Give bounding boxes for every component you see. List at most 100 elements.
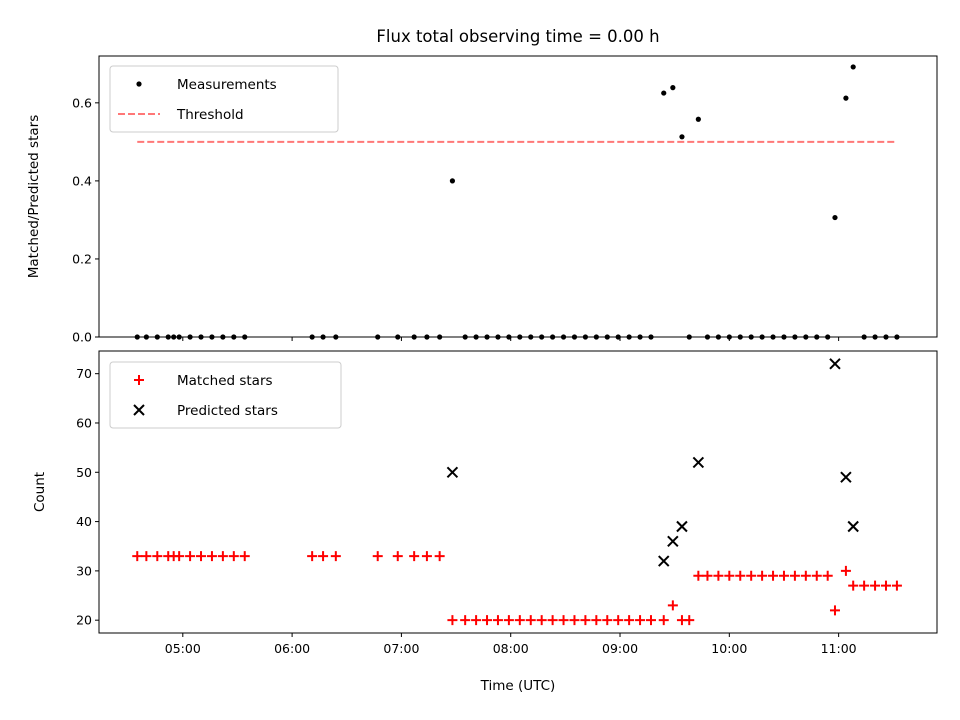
series-matched-stars bbox=[132, 551, 902, 626]
data-point bbox=[447, 615, 458, 626]
y-tick-label: 30 bbox=[76, 563, 92, 578]
legend-label: Measurements bbox=[177, 77, 277, 93]
data-point bbox=[539, 334, 545, 340]
data-point bbox=[506, 334, 512, 340]
data-point bbox=[859, 580, 870, 591]
data-point bbox=[136, 81, 142, 87]
y-tick-label: 0.6 bbox=[72, 95, 92, 110]
data-point bbox=[843, 95, 849, 101]
data-point bbox=[670, 85, 676, 91]
data-point bbox=[134, 375, 144, 385]
legend-box bbox=[109, 361, 342, 429]
data-point bbox=[695, 116, 701, 122]
data-point bbox=[883, 334, 889, 340]
data-point bbox=[484, 334, 490, 340]
data-point bbox=[591, 615, 602, 626]
data-point bbox=[637, 334, 643, 340]
x-tick-label: 06:00 bbox=[274, 641, 310, 656]
data-point bbox=[132, 551, 143, 562]
data-point bbox=[217, 551, 228, 562]
data-point bbox=[558, 615, 569, 626]
data-point bbox=[536, 615, 547, 626]
data-point bbox=[792, 334, 798, 340]
x-tick-label: 07:00 bbox=[383, 641, 419, 656]
data-point bbox=[667, 535, 679, 548]
legend-label: Matched stars bbox=[177, 373, 273, 389]
data-point bbox=[686, 334, 692, 340]
data-point bbox=[825, 334, 831, 340]
data-point bbox=[550, 334, 556, 340]
data-point bbox=[847, 520, 859, 533]
data-point bbox=[434, 551, 445, 562]
series-predicted-stars bbox=[446, 358, 859, 567]
data-point bbox=[693, 570, 704, 581]
data-point bbox=[220, 334, 226, 340]
data-point bbox=[460, 615, 471, 626]
data-point bbox=[239, 551, 250, 562]
data-point bbox=[525, 615, 536, 626]
data-point bbox=[471, 615, 482, 626]
data-point bbox=[141, 551, 152, 562]
data-point bbox=[604, 334, 610, 340]
data-point bbox=[829, 358, 841, 370]
data-point bbox=[165, 334, 171, 340]
data-point bbox=[781, 334, 787, 340]
data-point bbox=[840, 471, 852, 483]
data-point bbox=[318, 551, 329, 562]
legend-label: Threshold bbox=[176, 107, 244, 123]
data-point bbox=[176, 334, 182, 340]
data-point bbox=[748, 334, 754, 340]
data-point bbox=[424, 334, 430, 340]
y-tick-label: 0.2 bbox=[72, 251, 92, 266]
data-point bbox=[571, 334, 578, 340]
data-point bbox=[375, 334, 381, 340]
data-point bbox=[679, 134, 685, 140]
data-point bbox=[648, 334, 654, 340]
x-tick-label: 09:00 bbox=[602, 641, 638, 656]
y-tick-label: 0.4 bbox=[72, 173, 92, 188]
y-tick-label: 0.0 bbox=[72, 330, 92, 345]
y-tick-label: 60 bbox=[76, 415, 92, 430]
data-point bbox=[702, 570, 713, 581]
data-point bbox=[829, 605, 840, 616]
data-point bbox=[492, 615, 503, 626]
data-point bbox=[692, 456, 705, 469]
legend-label: Predicted stars bbox=[177, 403, 278, 419]
data-point bbox=[667, 600, 678, 611]
data-point bbox=[713, 570, 724, 581]
data-point bbox=[528, 334, 534, 340]
x-tick-label: 10:00 bbox=[711, 641, 747, 656]
top-panel: 0.0 0.2 0.4 0.6 Matched/Predicted stars Measu… bbox=[26, 55, 938, 345]
data-point bbox=[495, 334, 501, 340]
data-point bbox=[803, 334, 809, 340]
data-point bbox=[832, 214, 838, 221]
data-point bbox=[320, 334, 326, 340]
data-point bbox=[133, 404, 145, 416]
data-point bbox=[661, 90, 667, 96]
data-point bbox=[547, 615, 558, 626]
data-point bbox=[154, 334, 160, 340]
data-point bbox=[850, 64, 856, 70]
bottom-panel: 20 30 40 50 60 70 05:00 06:00 07:00 08:00 09:00 10:… bbox=[32, 350, 938, 694]
data-point bbox=[872, 334, 878, 340]
data-point bbox=[613, 615, 624, 626]
legend: Matched stars Predicted stars bbox=[109, 361, 342, 429]
data-point bbox=[626, 334, 632, 340]
data-point bbox=[307, 551, 318, 562]
data-point bbox=[624, 615, 635, 626]
y-axis-label: Matched/Predicted stars bbox=[26, 115, 42, 278]
data-point bbox=[330, 551, 341, 562]
data-point bbox=[209, 334, 215, 340]
data-point bbox=[206, 551, 217, 562]
data-point bbox=[395, 334, 401, 340]
data-point bbox=[231, 334, 237, 340]
data-point bbox=[134, 334, 140, 340]
data-point bbox=[770, 334, 776, 340]
y-tick-label: 50 bbox=[76, 465, 92, 480]
data-point bbox=[635, 615, 646, 626]
data-point bbox=[482, 615, 493, 626]
data-point bbox=[228, 551, 239, 562]
figure-title: Flux total observing time = 0.00 h bbox=[376, 27, 659, 46]
data-point bbox=[658, 615, 669, 626]
data-point bbox=[174, 551, 185, 562]
